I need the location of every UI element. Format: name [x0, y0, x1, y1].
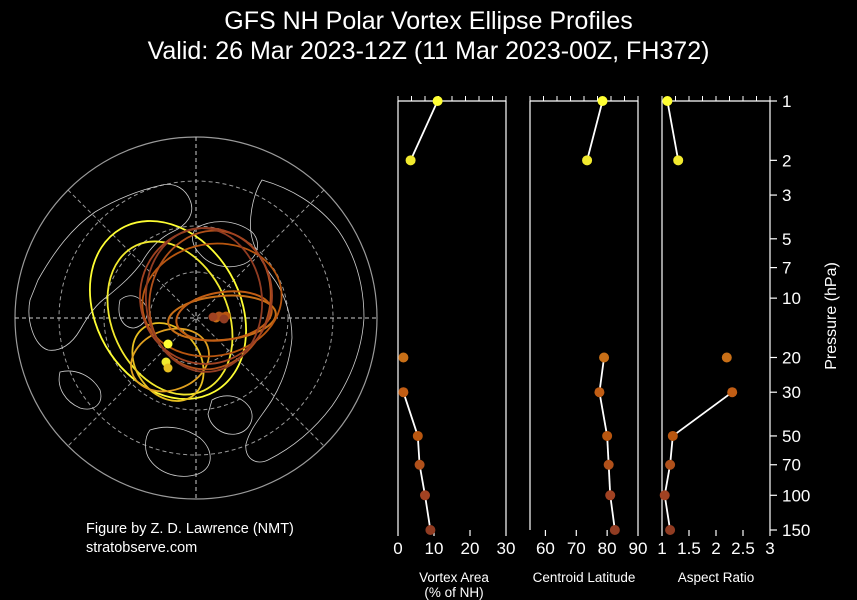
centroid-100hpa [208, 312, 218, 322]
ellipse-mid-2 [130, 327, 210, 393]
x-tick-label: 60 [536, 539, 555, 558]
x-tick-label: 2 [711, 539, 720, 558]
profile-line-segment [402, 391, 419, 437]
meridian-135 [67, 189, 325, 447]
x-tick-label: 20 [461, 539, 480, 558]
y-tick-label: 2 [782, 151, 791, 170]
data-point-70hpa [603, 459, 614, 470]
data-point-150hpa [425, 525, 436, 535]
data-point-2hpa [582, 155, 593, 166]
ellipse-2hpa [106, 240, 234, 396]
profile-line-segment [598, 392, 609, 437]
data-point-20hpa [721, 352, 732, 363]
profile-panels: 0 10 20 30 Vortex Area(% of NH) 60 70 80 90 Centr… [393, 92, 810, 600]
coast-europe [145, 426, 211, 477]
profile-line-segment [409, 100, 439, 161]
data-point-2hpa [405, 155, 416, 166]
data-point-100hpa [605, 490, 616, 501]
meridian-45 [67, 189, 325, 447]
centroid-latitude-panel: 60 70 80 90 Centroid Latitude [529, 96, 648, 585]
y-tick-label: 5 [782, 230, 791, 249]
x-axis-label-line2: (% of NH) [424, 585, 483, 600]
data-point-1hpa [597, 96, 608, 106]
data-point-30hpa [398, 387, 409, 398]
y-tick-label: 10 [782, 289, 801, 308]
x-axis-label: Vortex Area [419, 570, 489, 585]
data-point-50hpa [602, 430, 613, 441]
profile-line-segment [607, 464, 612, 496]
ellipse-150hpa [144, 227, 264, 373]
y-tick-label: 30 [782, 383, 801, 402]
x-tick-label: 80 [598, 539, 617, 558]
coast-alaska [58, 370, 102, 410]
vortex-centroids [161, 311, 231, 373]
y-tick-label: 70 [782, 456, 801, 475]
data-point-100hpa [420, 490, 430, 501]
y-tick-label: 50 [782, 427, 801, 446]
y-tick-label: 7 [782, 259, 791, 278]
aspect-ratio-panel: 1 1.5 2 2.5 3 Aspect Ratio [657, 96, 775, 585]
data-point-100hpa [659, 490, 670, 501]
data-point-1hpa [662, 96, 673, 106]
profile-line-segment [418, 464, 426, 496]
chart-title-line2: Valid: 26 Mar 2023-12Z (11 Mar 2023-00Z,… [147, 37, 710, 65]
x-axis-label: Centroid Latitude [533, 570, 636, 585]
data-point-30hpa [594, 387, 605, 398]
chart-title-line1: GFS NH Polar Vortex Ellipse Profiles [224, 7, 633, 35]
x-tick-label: 70 [567, 539, 586, 558]
data-point-1hpa [432, 96, 443, 106]
polar-map [14, 136, 378, 500]
y-tick-label: 100 [782, 486, 810, 505]
centroid-mid [163, 363, 173, 373]
x-axis-label: Aspect Ratio [678, 570, 755, 585]
profile-line-segment [609, 495, 616, 531]
coast-eurasia [245, 179, 365, 463]
data-point-150hpa [665, 525, 676, 535]
centroid-150hpa [219, 314, 229, 324]
x-tick-label: 1.5 [677, 539, 701, 558]
data-point-2hpa [673, 155, 684, 166]
coast-scandinavia [207, 395, 253, 435]
credit-author: Figure by Z. D. Lawrence (NMT) [86, 521, 294, 537]
x-tick-label: 90 [629, 539, 648, 558]
vortex-area-panel: 0 10 20 30 Vortex Area(% of NH) [393, 96, 515, 600]
data-point-50hpa [412, 430, 423, 441]
x-tick-label: 30 [497, 539, 516, 558]
ellipse-50hpa [141, 242, 283, 358]
data-point-30hpa [727, 387, 738, 398]
coastlines [28, 179, 365, 477]
profile-line-segment [666, 100, 680, 161]
pressure-axis: 1 2 3 5 7 10 20 30 50 70 100 150 [770, 92, 810, 540]
y-tick-label: 1 [782, 92, 791, 111]
x-tick-label: 10 [425, 539, 444, 558]
x-tick-label: 0 [393, 539, 402, 558]
profile-line-segment [663, 495, 671, 531]
x-tick-label: 2.5 [731, 539, 755, 558]
data-point-20hpa [599, 352, 610, 363]
data-point-20hpa [398, 352, 409, 363]
profile-line-segment [586, 100, 604, 161]
data-point-150hpa [609, 525, 620, 535]
profile-line-segment [598, 357, 605, 393]
ellipse-1hpa [89, 220, 247, 400]
profile-line-segment [672, 391, 733, 437]
data-point-70hpa [665, 459, 676, 470]
ellipse-mid-1 [131, 322, 205, 402]
x-tick-label: 1 [657, 539, 666, 558]
y-tick-label: 3 [782, 186, 791, 205]
x-tick-label: 3 [765, 539, 774, 558]
y-tick-label: 150 [782, 521, 810, 540]
profile-line-segment [663, 464, 671, 496]
centroid-1hpa [163, 339, 173, 349]
coast-north-america [28, 183, 193, 351]
y-tick-label: 20 [782, 348, 801, 367]
pressure-axis-label: Pressure (hPa) [823, 262, 840, 370]
profile-line-segment [424, 495, 432, 531]
data-point-70hpa [414, 459, 425, 470]
credit-website: stratobserve.com [86, 540, 198, 556]
data-point-50hpa [667, 430, 678, 441]
vortex-ellipses [89, 220, 283, 402]
map-graticule [15, 137, 377, 499]
